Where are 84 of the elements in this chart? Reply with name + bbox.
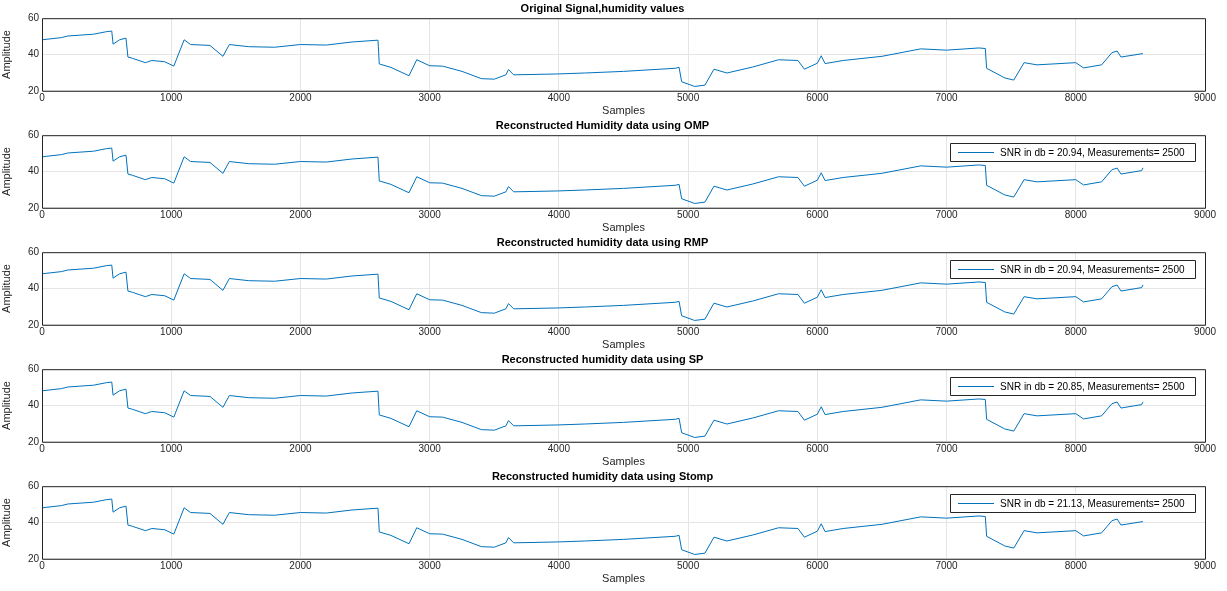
x-tick-label: 4000 [547, 91, 571, 103]
chart-title: Reconstructed humidity data using Stomp [491, 469, 714, 482]
y-tick-label: 60 [27, 362, 40, 374]
x-tick-label: 3000 [418, 325, 442, 337]
x-tick-label: 1000 [160, 325, 183, 337]
x-tick-label: 5000 [676, 208, 700, 220]
x-tick-label: 9000 [1193, 559, 1217, 571]
x-tick-label: 6000 [806, 325, 829, 337]
x-tick-label: 5000 [676, 325, 700, 337]
x-tick-label: 2000 [289, 325, 312, 337]
chart-title: Original Signal,humidity values [520, 1, 685, 14]
x-tick-label: 3000 [418, 208, 442, 220]
x-tick-label: 9000 [1193, 91, 1217, 103]
y-axis-title: Amplitude [0, 381, 12, 430]
x-tick-label: 1000 [160, 208, 183, 220]
y-tick-label: 20 [27, 84, 40, 96]
y-tick-label: 40 [27, 48, 40, 60]
x-tick-label: 0 [39, 559, 46, 571]
x-tick-label: 9000 [1193, 325, 1217, 337]
x-tick-label: 2000 [289, 442, 312, 454]
x-axis-title: Samples [602, 338, 646, 351]
x-tick-label: 5000 [676, 442, 700, 454]
x-tick-label: 7000 [935, 559, 959, 571]
y-tick-label: 60 [27, 479, 40, 491]
x-tick-label: 6000 [806, 442, 829, 454]
x-tick-label: 4000 [547, 442, 571, 454]
x-tick-label: 4000 [547, 208, 571, 220]
x-tick-label: 5000 [676, 91, 700, 103]
x-tick-label: 9000 [1193, 442, 1217, 454]
x-tick-label: 0 [39, 442, 46, 454]
y-axis-title: Amplitude [0, 264, 12, 313]
x-tick-label: 2000 [289, 559, 312, 571]
x-tick-label: 3000 [418, 559, 442, 571]
legend-label: SNR in db = 20.85, Measurements= 2500 [1000, 380, 1185, 392]
x-axis-title: Samples [602, 572, 646, 585]
chart-title: Reconstructed humidity data using SP [501, 352, 704, 365]
x-tick-label: 8000 [1064, 442, 1088, 454]
x-axis-title: Samples [602, 104, 646, 117]
x-axis-title: Samples [602, 221, 646, 234]
chart-title: Reconstructed humidity data using RMP [496, 235, 709, 248]
x-tick-label: 8000 [1064, 91, 1088, 103]
x-tick-label: 3000 [418, 442, 442, 454]
y-tick-label: 60 [27, 128, 40, 140]
x-tick-label: 6000 [806, 208, 829, 220]
x-tick-label: 0 [39, 208, 46, 220]
x-tick-label: 2000 [289, 208, 312, 220]
x-tick-label: 7000 [935, 91, 959, 103]
x-tick-label: 8000 [1064, 559, 1088, 571]
y-tick-label: 20 [27, 435, 40, 447]
y-tick-label: 20 [27, 201, 40, 213]
x-tick-label: 4000 [547, 559, 571, 571]
y-tick-label: 40 [27, 516, 40, 528]
y-axis-title: Amplitude [0, 30, 12, 79]
legend-label: SNR in db = 20.94, Measurements= 2500 [1000, 146, 1185, 158]
y-tick-label: 20 [27, 318, 40, 330]
x-tick-label: 8000 [1064, 325, 1088, 337]
y-axis-title: Amplitude [0, 147, 12, 196]
chart-title: Reconstructed Humidity data using OMP [495, 118, 710, 131]
x-tick-label: 6000 [806, 559, 829, 571]
y-tick-label: 60 [27, 11, 40, 23]
x-tick-label: 1000 [160, 91, 183, 103]
x-tick-label: 6000 [806, 91, 829, 103]
y-tick-label: 60 [27, 245, 40, 257]
x-axis-title: Samples [602, 455, 646, 468]
x-tick-label: 0 [39, 91, 46, 103]
y-tick-label: 40 [27, 165, 40, 177]
y-tick-label: 40 [27, 282, 40, 294]
legend-label: SNR in db = 20.94, Measurements= 2500 [1000, 263, 1185, 275]
x-tick-label: 3000 [418, 91, 442, 103]
x-tick-label: 7000 [935, 325, 959, 337]
legend-label: SNR in db = 21.13, Measurements= 2500 [1000, 497, 1185, 509]
y-tick-label: 20 [27, 552, 40, 564]
x-tick-label: 7000 [935, 442, 959, 454]
x-tick-label: 0 [39, 325, 46, 337]
x-tick-label: 1000 [160, 442, 183, 454]
x-tick-label: 7000 [935, 208, 959, 220]
x-tick-label: 9000 [1193, 208, 1217, 220]
x-tick-label: 2000 [289, 91, 312, 103]
x-tick-label: 8000 [1064, 208, 1088, 220]
x-tick-label: 1000 [160, 559, 183, 571]
x-tick-label: 5000 [676, 559, 700, 571]
y-tick-label: 40 [27, 399, 40, 411]
x-tick-label: 4000 [547, 325, 571, 337]
y-axis-title: Amplitude [0, 498, 12, 547]
